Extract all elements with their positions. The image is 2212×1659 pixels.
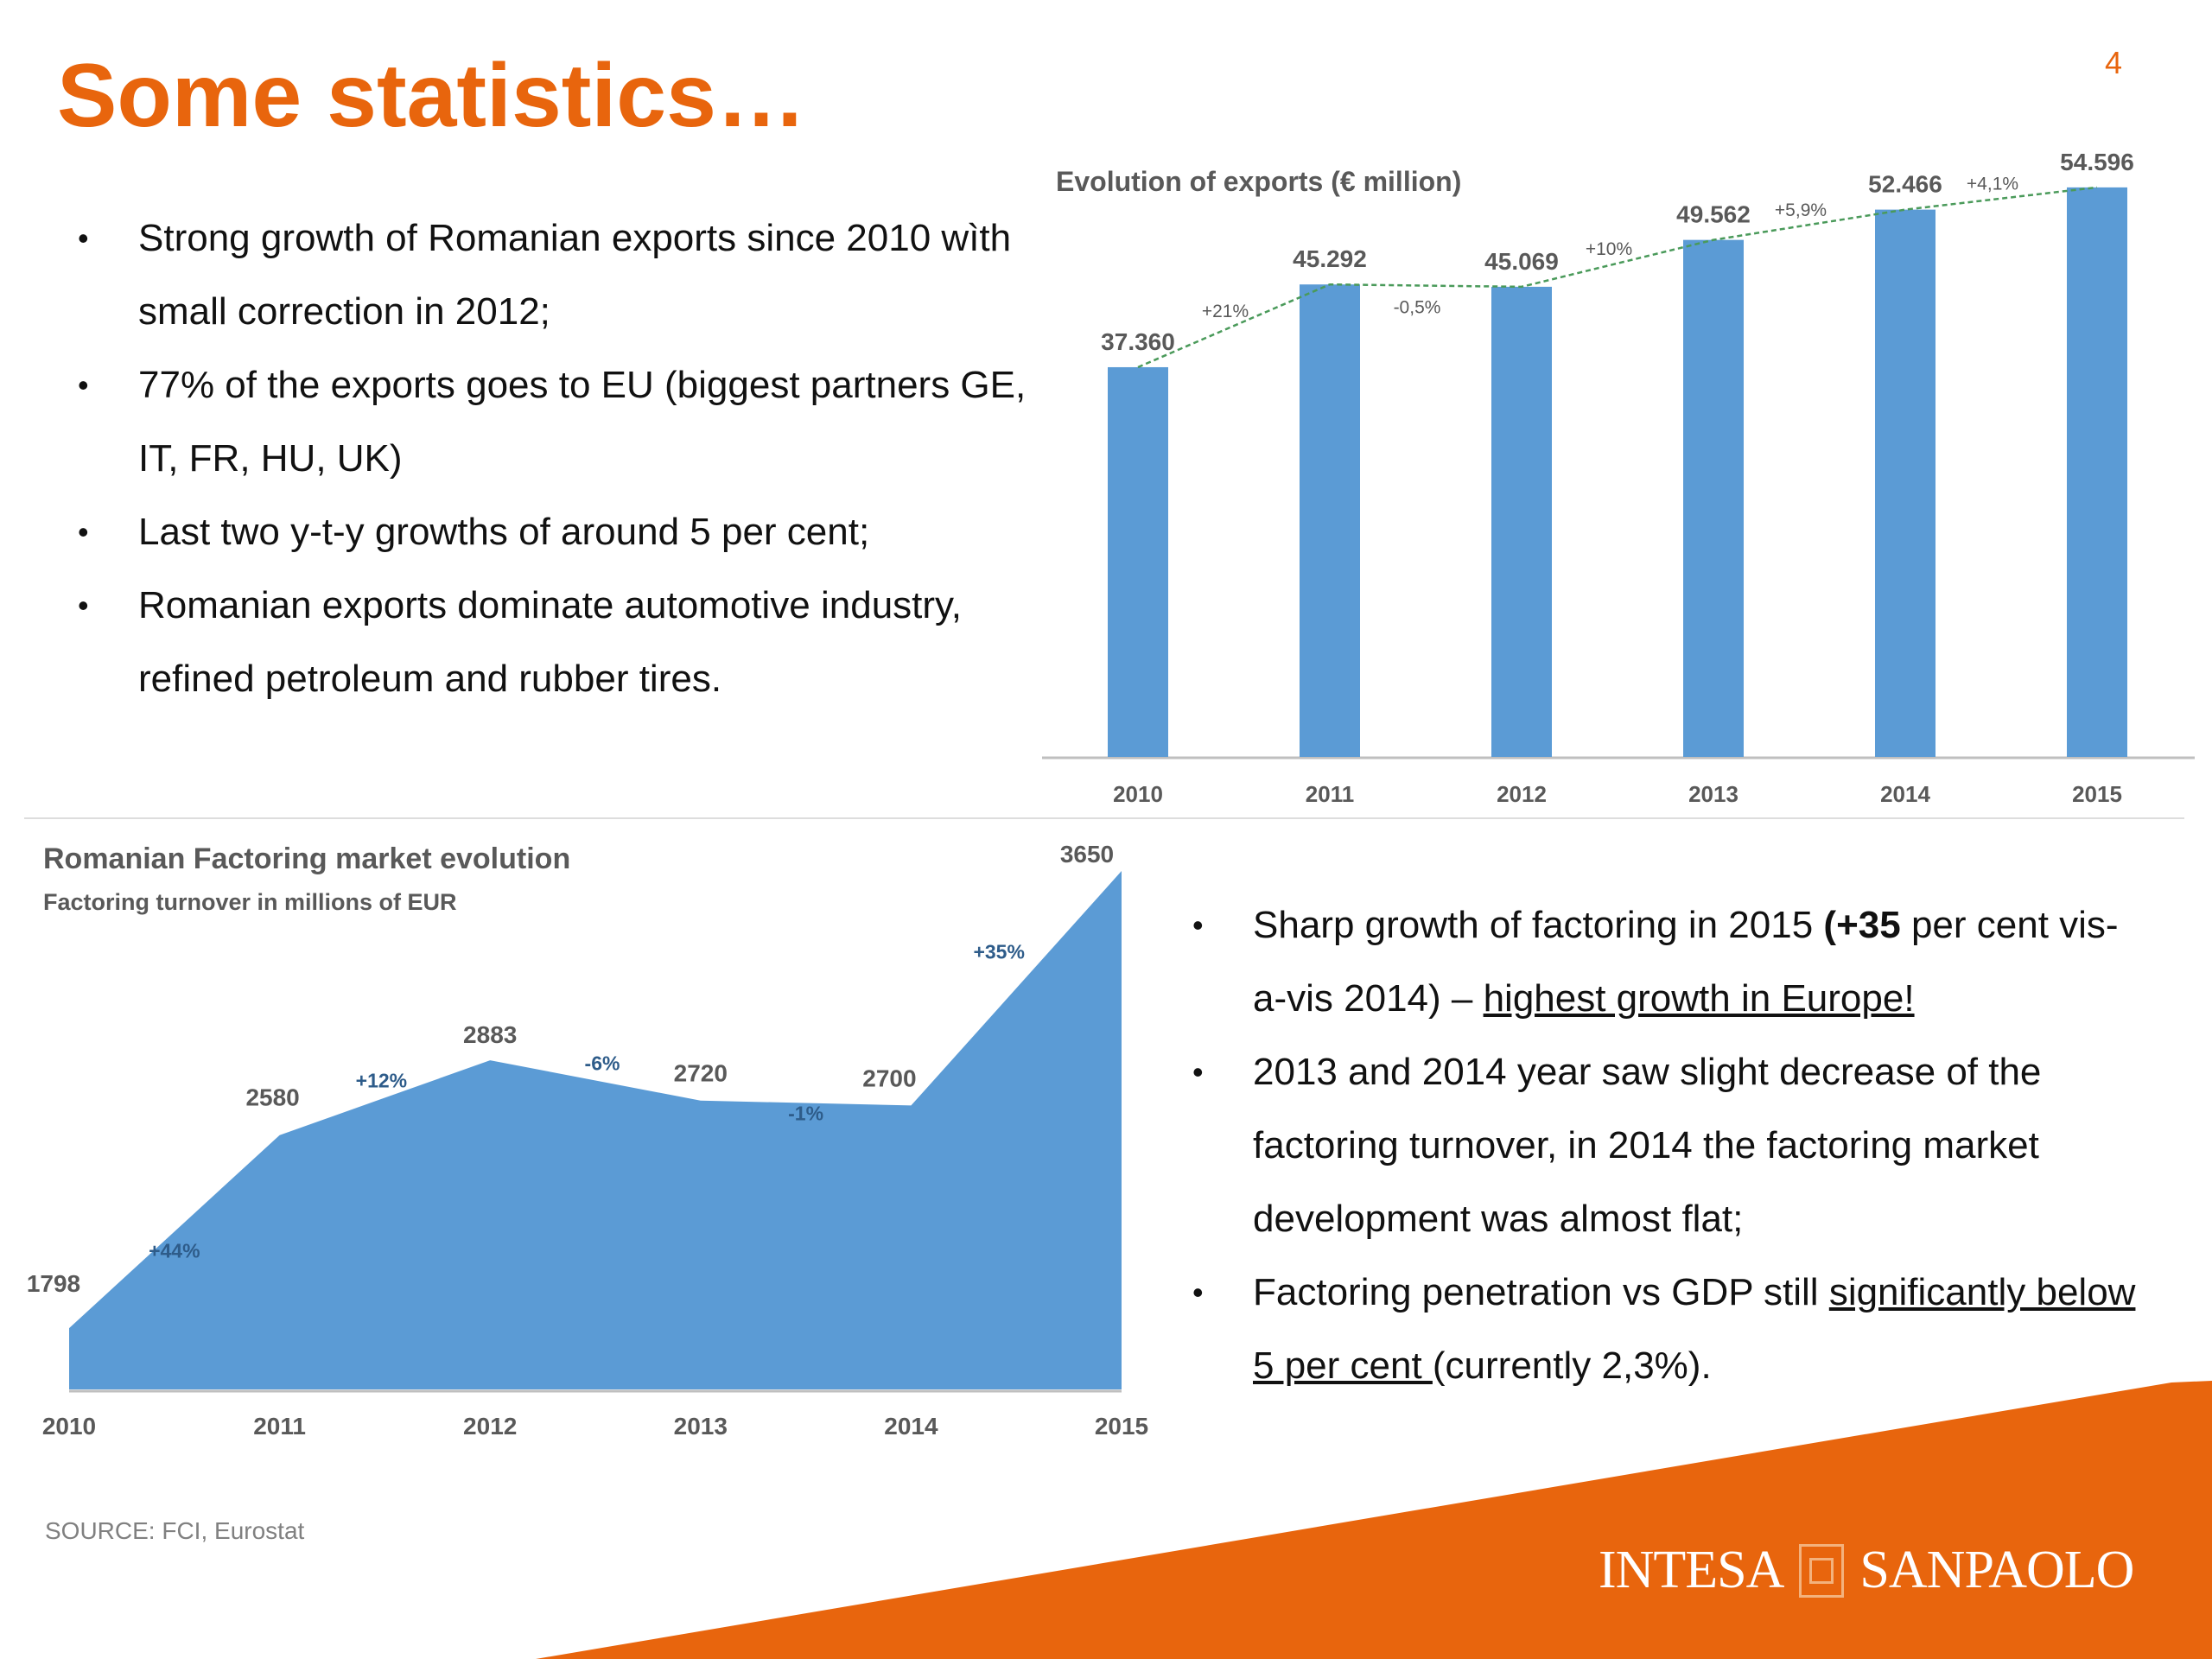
exports-growth-label: +4,1% (1967, 175, 2018, 194)
exports-value-label: 49.562 (1676, 201, 1751, 228)
factoring-value-label: 2580 (245, 1084, 299, 1111)
bullet-text-segment: 2013 and 2014 year saw slight decrease o… (1253, 1051, 2042, 1240)
factoring-growth-label: +35% (973, 941, 1024, 963)
factoring-bullet-2: 2013 and 2014 year saw slight decrease o… (1184, 1035, 2152, 1255)
exports-bullet-2: 77% of the exports goes to EU (biggest p… (69, 348, 1028, 495)
exports-bar-2010 (1108, 366, 1168, 757)
factoring-x-tick-label: 2012 (463, 1413, 517, 1440)
bullet-text-segment: highest growth in Europe! (1483, 977, 1915, 1020)
bullet-text-segment: per cent vis-a-vis 2014) – (1253, 904, 2119, 1020)
exports-x-tick-label: 2014 (1880, 781, 1930, 807)
logo-text-right: SANPAOLO (1859, 1541, 2134, 1599)
section-divider (24, 817, 2184, 819)
exports-bar-2015 (2067, 187, 2127, 757)
exports-x-tick-label: 2011 (1306, 781, 1354, 807)
bullet-text-segment: Last two y-t-y growths of around 5 per c… (138, 511, 870, 553)
exports-growth-label: +5,9% (1775, 200, 1827, 220)
exports-growth-label: +21% (1202, 302, 1249, 321)
exports-value-label: 45.292 (1293, 245, 1367, 272)
exports-bullet-4: Romanian exports dominate automotive ind… (69, 569, 1028, 715)
factoring-bullet-list: Sharp growth of factoring in 2015 (+35 p… (1184, 888, 2152, 1402)
factoring-bullet-1: Sharp growth of factoring in 2015 (+35 p… (1184, 888, 2152, 1035)
exports-bar-chart: Evolution of exports (€ million) 37.360 20… (1042, 149, 2195, 807)
exports-x-tick-label: 2010 (1113, 781, 1163, 807)
factoring-growth-label: -6% (585, 1052, 620, 1074)
exports-growth-label: -0,5% (1394, 298, 1441, 318)
exports-value-label: 45.069 (1484, 248, 1559, 275)
factoring-x-tick-label: 2013 (674, 1413, 728, 1440)
bullet-text-segment: Factoring penetration vs GDP still (1253, 1271, 1829, 1313)
factoring-x-tick-label: 2010 (42, 1413, 96, 1440)
page-number: 4 (2105, 45, 2123, 80)
bullet-text-segment: (currently 2,3%). (1432, 1344, 1712, 1387)
factoring-growth-label: +12% (356, 1069, 407, 1091)
factoring-growth-label: -1% (788, 1103, 823, 1125)
factoring-value-label: 2883 (463, 1021, 517, 1048)
bullet-text-segment: Strong growth of Romanian exports since … (138, 217, 1012, 333)
exports-growth-label: +10% (1586, 239, 1632, 259)
exports-bar-2013 (1683, 239, 1744, 757)
exports-bullet-3: Last two y-t-y growths of around 5 per c… (69, 495, 1028, 569)
slide-title: Some statistics… (57, 46, 806, 146)
exports-bar-2011 (1300, 284, 1360, 757)
source-note: SOURCE: FCI, Eurostat (45, 1517, 305, 1544)
exports-bar-2014 (1875, 209, 1936, 757)
bullet-text-segment: Romanian exports dominate automotive ind… (138, 584, 963, 700)
factoring-value-label: 3650 (1060, 841, 1114, 868)
logo-text-left: INTESA (1599, 1541, 1784, 1599)
factoring-value-label: 2700 (862, 1065, 916, 1091)
factoring-value-label: 1798 (27, 1270, 80, 1297)
factoring-area (69, 871, 1122, 1389)
exports-x-tick-label: 2015 (2072, 781, 2122, 807)
exports-value-label: 37.360 (1101, 328, 1175, 355)
factoring-x-tick-label: 2015 (1095, 1413, 1148, 1440)
factoring-growth-label: +44% (149, 1239, 200, 1262)
exports-trend-line (1137, 186, 2098, 369)
bullet-text-segment: Sharp growth of factoring in 2015 (1253, 904, 1824, 946)
exports-value-label: 52.466 (1868, 171, 1942, 198)
exports-value-label: 54.596 (2060, 149, 2134, 175)
bullet-text-segment: (+35 (1823, 904, 1901, 946)
exports-x-tick-label: 2012 (1497, 781, 1547, 807)
factoring-area-chart: Romanian Factoring market evolution Facto… (27, 841, 1148, 1440)
factoring-x-tick-label: 2011 (253, 1413, 306, 1440)
factoring-x-tick-label: 2014 (884, 1413, 938, 1440)
exports-bar-2012 (1491, 286, 1552, 757)
exports-bullet-list: Strong growth of Romanian exports since … (69, 201, 1028, 715)
intesa-sanpaolo-logo: INTESA SANPAOLO (1599, 1540, 2134, 1601)
exports-chart-title: Evolution of exports (€ million) (1056, 166, 1461, 197)
factoring-chart-subtitle: Factoring turnover in millions of EUR (43, 889, 457, 915)
factoring-value-label: 2720 (674, 1060, 728, 1087)
bullet-text-segment: significantly below 5 per cent (1253, 1271, 2136, 1387)
exports-x-tick-label: 2013 (1688, 781, 1738, 807)
factoring-chart-title: Romanian Factoring market evolution (43, 842, 570, 875)
factoring-bullet-3: Factoring penetration vs GDP still signi… (1184, 1255, 2152, 1402)
exports-bullet-1: Strong growth of Romanian exports since … (69, 201, 1028, 348)
logo-mark-icon (1799, 1543, 1845, 1598)
bullet-text-segment: 77% of the exports goes to EU (biggest p… (138, 364, 1027, 480)
